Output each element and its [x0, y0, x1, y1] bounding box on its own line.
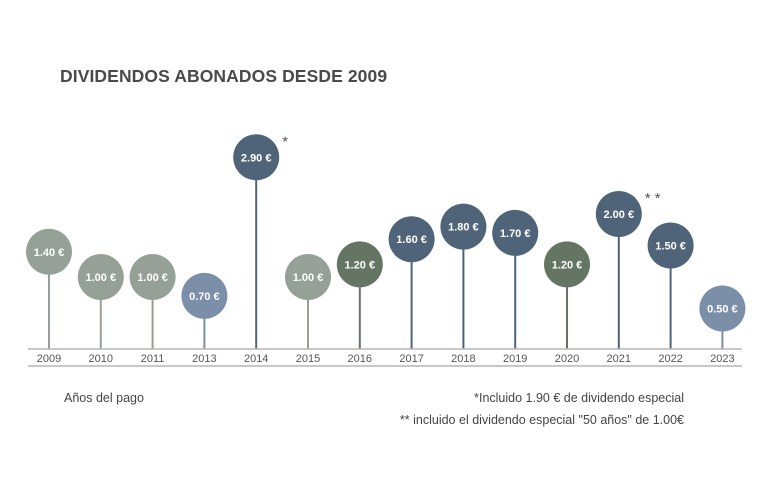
footnote-50-years-dividend: ** incluido el dividendo especial "50 añ… [399, 413, 684, 427]
bubbles-group: 1.40 € 1.00 € 1.00 € 0.70 € 2.90 € * 1.00 € 1.2… [26, 133, 746, 332]
value-label-2017: 1.60 € [396, 234, 427, 246]
value-label-2014: 2.90 € [241, 152, 272, 164]
tick-label-2017: 2017 [399, 353, 423, 365]
bubble-2023 [699, 285, 746, 332]
bubble-2019 [492, 209, 539, 256]
tick-label-2020: 2020 [555, 353, 579, 365]
tick-label-2011: 2011 [141, 353, 165, 365]
marker-2021: * * [645, 190, 661, 207]
value-label-2018: 1.80 € [448, 222, 479, 234]
bubble-2020 [544, 241, 590, 288]
chart-title: DIVIDENDOS ABONADOS DESDE 2009 [60, 66, 388, 86]
footnote-special-dividend: *Incluido 1.90 € de dividendo especial [474, 391, 684, 405]
tick-label-2016: 2016 [348, 353, 372, 365]
bubble-2015 [285, 254, 331, 300]
tick-label-2014: 2014 [244, 353, 268, 365]
value-label-2019: 1.70 € [500, 228, 531, 240]
bubble-2022 [647, 222, 694, 269]
bubble-2010 [77, 254, 124, 300]
value-label-2013: 0.70 € [189, 291, 220, 303]
bubble-2018 [440, 203, 487, 250]
bubble-2016 [336, 241, 383, 288]
stems-group [48, 157, 724, 349]
value-label-2010: 1.00 € [86, 272, 117, 284]
bubble-2017 [388, 216, 435, 263]
bubble-2013 [181, 272, 228, 319]
tick-label-2021: 2021 [607, 353, 631, 365]
tick-label-2010: 2010 [89, 353, 113, 365]
tick-label-2023: 2023 [710, 353, 734, 365]
value-label-2015: 1.00 € [293, 272, 324, 284]
tick-label-2022: 2022 [658, 353, 682, 365]
bubble-2014 [233, 134, 280, 181]
value-label-2020: 1.20 € [552, 259, 583, 271]
marker-2014: * [282, 133, 288, 150]
bubble-2009 [26, 228, 72, 275]
tick-label-2018: 2018 [451, 353, 475, 365]
x-axis-title: Años del pago [64, 391, 144, 405]
value-label-2011: 1.00 € [137, 272, 168, 284]
value-label-2021: 2.00 € [604, 209, 635, 221]
value-label-2009: 1.40 € [34, 247, 65, 259]
tick-label-2015: 2015 [296, 353, 320, 365]
tick-label-2019: 2019 [503, 353, 527, 365]
value-label-2023: 0.50 € [707, 304, 738, 316]
tick-label-2013: 2013 [192, 353, 216, 365]
value-label-2022: 1.50 € [655, 241, 686, 253]
bubble-2021 [595, 191, 642, 237]
bubble-2011 [129, 254, 176, 300]
value-label-2016: 1.20 € [345, 259, 376, 271]
tick-label-2009: 2009 [37, 353, 61, 365]
tick-labels-group: 2009 2010 2011 2013 2014 2015 2016 2017 2018 2019… [37, 353, 735, 365]
